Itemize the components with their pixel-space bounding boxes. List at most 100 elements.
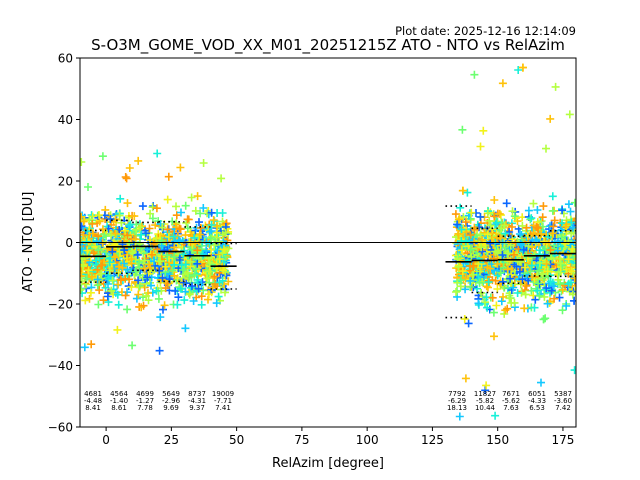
bin-mean-label-9: -4.33	[528, 397, 546, 405]
scatter-point-780	[98, 152, 107, 161]
x-tick-label-5: 125	[421, 433, 444, 447]
scatter-point-2161	[454, 262, 463, 271]
scatter-point-624	[164, 172, 173, 181]
scatter-point-2479	[524, 242, 533, 250]
scatter-point-2393	[527, 253, 536, 262]
scatter-point-2082	[490, 212, 499, 221]
scatter-point-1350	[570, 366, 576, 375]
scatter-point-2387	[549, 222, 558, 231]
scatter-point-1490	[491, 411, 500, 420]
scatter-point-423	[94, 300, 103, 309]
scatter-point-301	[191, 206, 200, 215]
scatter-point-2004	[460, 315, 469, 323]
scatter-point-2445	[545, 266, 554, 274]
scatter-point-432	[128, 341, 137, 350]
scatter-point-1743	[546, 114, 555, 123]
scatter-point-270	[193, 192, 202, 201]
scatter-point-1371	[476, 142, 485, 151]
scatter-point-2322	[554, 237, 562, 246]
scatter-point-2270	[509, 283, 518, 292]
scatter-point-2465	[470, 225, 479, 234]
scatter-point-1228	[196, 224, 205, 232]
scatter-point-2478	[543, 267, 552, 276]
x-axis-label: RelAzim [degree]	[272, 456, 384, 471]
scatter-point-1108	[186, 250, 194, 259]
scatter-point-1879	[562, 301, 571, 310]
scatter-point-2397	[476, 267, 484, 276]
scatter-point-2480	[461, 237, 470, 246]
scatter-point-1116	[135, 263, 143, 272]
scatter-point-984	[202, 246, 211, 255]
scatter-point-1198	[111, 253, 120, 262]
scatter-point-914	[85, 215, 94, 224]
scatter-point-2310	[524, 276, 533, 285]
scatter-point-1007	[80, 284, 86, 293]
scatter-point-1734	[500, 309, 509, 318]
scatter-point-1259	[215, 255, 224, 263]
scatter-point-1265	[195, 230, 204, 239]
scatter-point-2499	[477, 243, 486, 252]
scatter-point-992	[93, 265, 102, 274]
scatter-point-656	[204, 290, 213, 299]
bin-mean-label-8: -5.62	[502, 397, 520, 405]
scatter-point-2435	[506, 274, 515, 283]
scatter-point-1250	[206, 234, 215, 243]
scatter-point-1203	[82, 237, 91, 246]
scatter-point-2329	[507, 298, 516, 307]
scatter-point-127	[156, 313, 165, 322]
scatter-point-2286	[550, 294, 559, 303]
scatter-point-1213	[155, 266, 164, 275]
scatter-point-2369	[476, 212, 485, 221]
scatter-point-1183	[169, 232, 178, 241]
scatter-point-1251	[108, 276, 117, 285]
scatter-point-1280	[158, 273, 167, 282]
scatter-point-290	[152, 204, 161, 213]
scatter-point-2324	[548, 206, 557, 215]
bin-std-label-10: 7.42	[555, 404, 571, 412]
bin-mean-label-3: -2.96	[162, 397, 181, 405]
scatter-point-1756	[515, 230, 524, 238]
scatter-point-2335	[498, 277, 507, 286]
scatter-point-339	[204, 295, 212, 304]
scatter-point-2485	[534, 279, 543, 288]
scatter-point-2081	[496, 268, 505, 277]
scatter-point-1169	[213, 247, 222, 256]
scatter-point-99	[172, 211, 181, 220]
scatter-point-2022	[498, 79, 507, 88]
scatter-point-2099	[458, 125, 467, 134]
scatter-point-1162	[203, 274, 211, 283]
scatter-point-1133	[137, 230, 146, 239]
scatter-point-1038	[138, 202, 147, 211]
scatter-point-1798	[550, 216, 559, 225]
scatter-point-1906	[461, 285, 470, 294]
scatter-point-1885	[537, 378, 545, 387]
scatter-point-1243	[218, 249, 227, 258]
scatter-point-2090	[558, 206, 567, 215]
scatter-point-2460	[535, 259, 544, 267]
scatter-point-795	[161, 284, 170, 293]
scatter-point-615	[159, 305, 167, 314]
scatter-point-1584	[461, 374, 470, 383]
scatter-point-749	[158, 223, 167, 232]
scatter-point-2436	[568, 245, 576, 253]
scatter-point-1292	[163, 251, 172, 260]
bin-count-10: 5387	[554, 390, 572, 398]
scatter-point-2456	[486, 239, 495, 248]
scatter-point-1284	[98, 261, 107, 270]
scatter-point-2197	[502, 199, 511, 208]
scatter-point-1127	[197, 292, 206, 301]
x-tick-label-6: 150	[486, 433, 509, 447]
scatter-point-1041	[212, 228, 221, 237]
scatter-point-1081	[108, 247, 117, 256]
scatter-point-771	[88, 229, 97, 238]
scatter-point-441	[214, 292, 223, 301]
scatter-point-2015	[533, 206, 542, 214]
scatter-point-2481	[521, 290, 530, 299]
y-tick-label-2: −20	[48, 298, 73, 312]
scatter-point-2340	[474, 299, 483, 308]
scatter-point-1096	[114, 280, 123, 289]
scatter-point-967	[80, 277, 86, 286]
scatter-point-1134	[130, 212, 139, 221]
scatter-point-1105	[176, 284, 185, 293]
scatter-point-2497	[570, 296, 576, 305]
